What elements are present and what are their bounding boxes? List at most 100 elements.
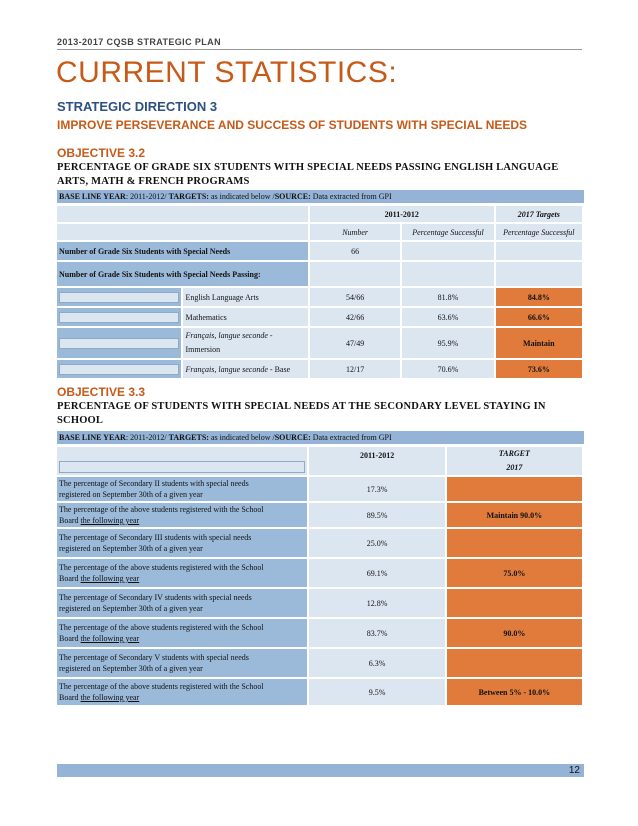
baseline-label: BASE LINE YEAR — [59, 192, 126, 201]
row-value: 83.7% — [309, 619, 445, 647]
row-target — [446, 589, 582, 617]
strategic-direction-subtitle: IMPROVE PERSEVERANCE AND SUCCESS OF STUD… — [57, 118, 528, 132]
targets-label: TARGETS: — [168, 192, 209, 201]
subject-pct: 70.6% — [402, 360, 494, 378]
row-target — [446, 649, 582, 677]
table-row: The percentage of Secondary V students w… — [57, 649, 582, 677]
objective-3-2-desc-line2: ARTS, MATH & FRENCH PROGRAMS — [57, 176, 250, 187]
row-description: The percentage of Secondary V students w… — [57, 649, 308, 677]
row-description: The percentage of Secondary II students … — [57, 477, 308, 501]
row-value: 12.8% — [309, 589, 445, 617]
row-description: The percentage of Secondary IV students … — [57, 589, 308, 617]
col-year: 2011-2012 — [309, 447, 445, 475]
subject-pct: 95.9% — [402, 328, 494, 358]
row-description: The percentage of the above students reg… — [57, 559, 308, 587]
objective-3-3-desc-line2: SCHOOL — [57, 415, 104, 426]
row-description: The percentage of Secondary III students… — [57, 529, 308, 557]
row-value: 17.3% — [309, 477, 445, 501]
row-value: 25.0% — [309, 529, 445, 557]
subject-number: 12/17 — [309, 360, 401, 378]
row-value: 9.5% — [309, 679, 445, 705]
row-value: 69.1% — [309, 559, 445, 587]
row-target: Between 5% - 10.0% — [446, 679, 582, 705]
row-spacer-cell — [57, 288, 182, 306]
header-rule — [57, 49, 582, 50]
objective-3-2-baseline-bar: BASE LINE YEAR: 2011-2012/ TARGETS: as i… — [57, 190, 584, 203]
baseline-year: : 2011-2012/ — [125, 433, 169, 442]
row-spacer-cell — [57, 360, 182, 378]
col-pct: Percentage Successful — [402, 224, 494, 240]
table-row: Mathematics 42/66 63.6% 66.6% — [57, 308, 582, 326]
row-target: 90.0% — [446, 619, 582, 647]
objective-3-2-desc-line1: PERCENTAGE OF GRADE SIX STUDENTS WITH SP… — [57, 162, 559, 173]
row-target: 75.0% — [446, 559, 582, 587]
objective-3-3-desc-line1: PERCENTAGE OF STUDENTS WITH SPECIAL NEED… — [57, 401, 546, 412]
footer-bar: 12 — [57, 764, 584, 777]
targets-text: as indicated below / — [208, 433, 275, 442]
subject-pct: 81.8% — [402, 288, 494, 306]
col-target: 2017 Targets — [495, 206, 582, 222]
table-row: Français, langue seconde - Base 12/17 70… — [57, 360, 582, 378]
subject-number: 47/49 — [309, 328, 401, 358]
page-title: CURRENT STATISTICS: — [56, 56, 398, 89]
source-text: Data extracted from GPI — [310, 433, 392, 442]
table-row: The percentage of Secondary II students … — [57, 477, 582, 501]
table-row: The percentage of the above students reg… — [57, 619, 582, 647]
row-passing-label: Number of Grade Six Students with Specia… — [57, 262, 308, 286]
row-description: The percentage of the above students reg… — [57, 503, 308, 527]
subject-name: Mathematics — [183, 308, 308, 326]
table-row: English Language Arts 54/66 81.8% 84.8% — [57, 288, 582, 306]
objective-3-3-table: 2011-2012 TARGET 2017 The percentage of S… — [55, 445, 584, 707]
subject-target: 66.6% — [495, 308, 582, 326]
subject-target: 73.6% — [495, 360, 582, 378]
objective-3-3-description: PERCENTAGE OF STUDENTS WITH SPECIAL NEED… — [57, 400, 577, 428]
objective-3-2-title: OBJECTIVE 3.2 — [57, 146, 146, 160]
empty-cell — [495, 262, 582, 286]
col-pct-target: Percentage Successful — [495, 224, 582, 240]
header-empty-cell — [57, 206, 308, 222]
row-description: The percentage of the above students reg… — [57, 619, 308, 647]
table-row: The percentage of the above students reg… — [57, 679, 582, 705]
empty-cell — [402, 242, 494, 260]
plan-header: 2013-2017 CQSB STRATEGIC PLAN — [57, 37, 221, 47]
targets-text: as indicated below / — [208, 192, 275, 201]
subject-target: 84.8% — [495, 288, 582, 306]
row-description: The percentage of the above students reg… — [57, 679, 308, 705]
col-year: 2011-2012 — [309, 206, 494, 222]
row-value: 6.3% — [309, 649, 445, 677]
subject-pct: 63.6% — [402, 308, 494, 326]
row-total-value: 66 — [309, 242, 401, 260]
table-row: The percentage of Secondary IV students … — [57, 589, 582, 617]
subject-target: Maintain — [495, 328, 582, 358]
subheader-empty-cell — [57, 224, 308, 240]
table-row: Français, langue seconde - Immersion 47/4… — [57, 328, 582, 358]
empty-cell — [402, 262, 494, 286]
row-value: 89.5% — [309, 503, 445, 527]
row-target: Maintain 90.0% — [446, 503, 582, 527]
objective-3-3-title: OBJECTIVE 3.3 — [57, 385, 146, 399]
subject-name: Français, langue seconde - Immersion — [183, 328, 308, 358]
table-row: The percentage of the above students reg… — [57, 559, 582, 587]
subject-name: English Language Arts — [183, 288, 308, 306]
subject-number: 42/66 — [309, 308, 401, 326]
source-text: Data extracted from GPI — [310, 192, 392, 201]
table-row: The percentage of the above students reg… — [57, 503, 582, 527]
header-empty-cell — [57, 447, 308, 475]
strategic-direction-title: STRATEGIC DIRECTION 3 — [57, 99, 218, 114]
page-number: 12 — [568, 765, 580, 776]
source-label: SOURCE: — [274, 433, 311, 442]
empty-cell — [309, 262, 401, 286]
baseline-label: BASE LINE YEAR — [59, 433, 126, 442]
col-target: TARGET 2017 — [446, 447, 582, 475]
row-total-label: Number of Grade Six Students with Specia… — [57, 242, 308, 260]
subject-number: 54/66 — [309, 288, 401, 306]
row-spacer-cell — [57, 328, 182, 358]
objective-3-2-table: 2011-2012 2017 Targets Number Percentage… — [55, 204, 584, 380]
targets-label: TARGETS: — [168, 433, 209, 442]
row-spacer-cell — [57, 308, 182, 326]
baseline-year: : 2011-2012/ — [125, 192, 169, 201]
objective-3-2-description: PERCENTAGE OF GRADE SIX STUDENTS WITH SP… — [57, 161, 577, 189]
source-label: SOURCE: — [274, 192, 311, 201]
objective-3-3-baseline-bar: BASE LINE YEAR: 2011-2012/ TARGETS: as i… — [57, 431, 584, 444]
table-row: The percentage of Secondary III students… — [57, 529, 582, 557]
